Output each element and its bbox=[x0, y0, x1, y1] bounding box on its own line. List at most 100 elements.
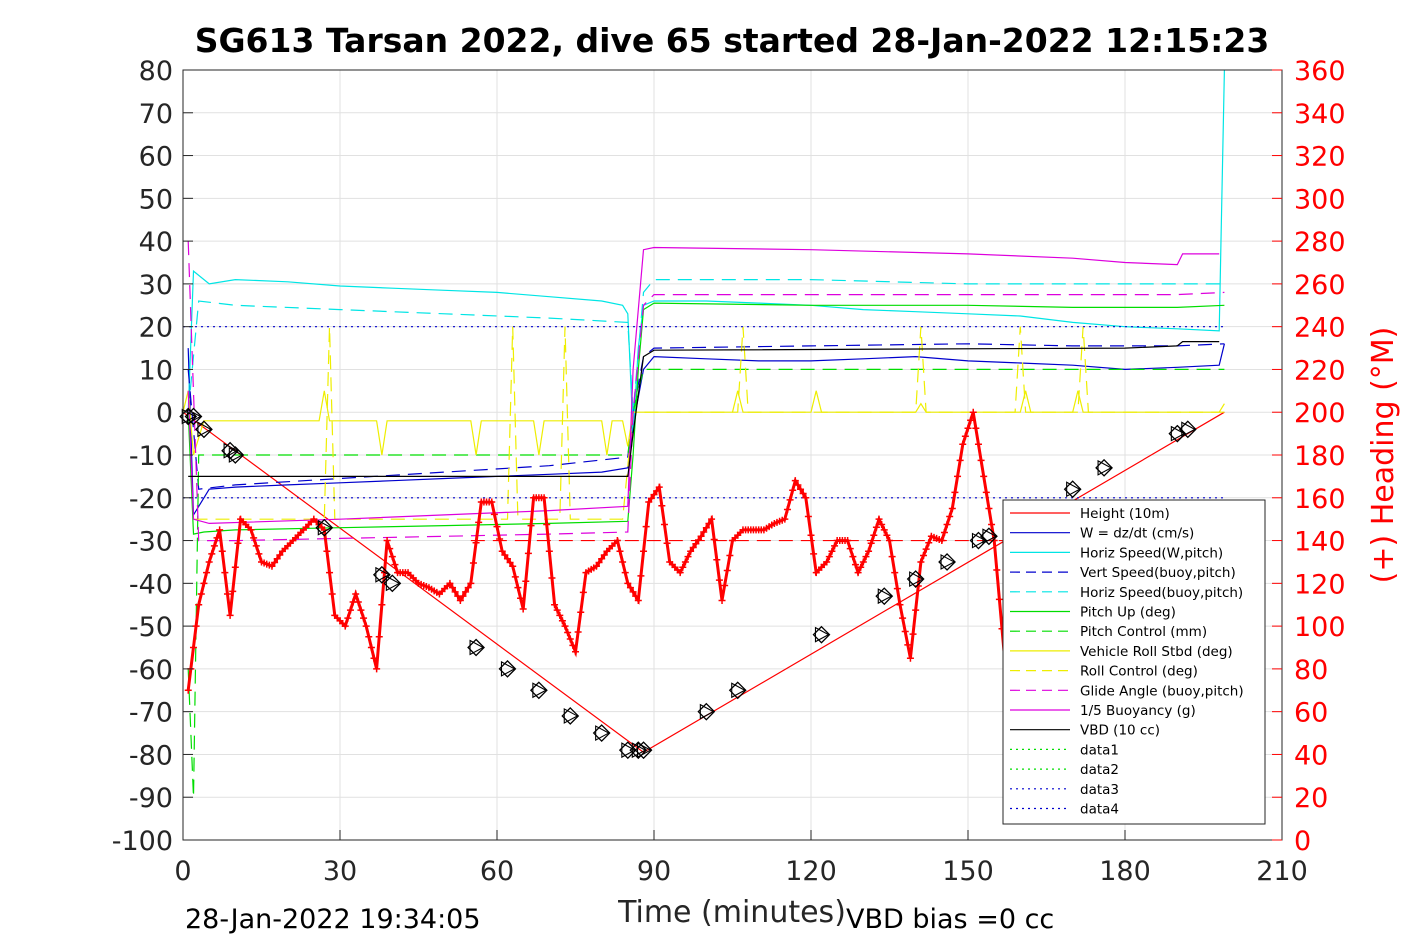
dive-marker bbox=[592, 724, 611, 742]
y-tick-label: 80 bbox=[139, 56, 173, 87]
heading-point bbox=[964, 424, 972, 432]
dive-marker bbox=[498, 659, 517, 678]
heading-point bbox=[995, 595, 1003, 603]
heading-point bbox=[870, 531, 878, 539]
heading-point bbox=[689, 544, 697, 552]
heading-point bbox=[273, 555, 281, 563]
heading-point bbox=[210, 542, 218, 550]
heading-point bbox=[723, 567, 731, 574]
right-tick-label: 260 bbox=[1294, 270, 1346, 301]
heading-point bbox=[967, 416, 975, 424]
y-tick-label: 10 bbox=[139, 355, 173, 386]
heading-point bbox=[700, 528, 708, 536]
legend-box bbox=[1002, 499, 1266, 825]
heading-point bbox=[794, 481, 802, 489]
heading-point bbox=[865, 547, 873, 555]
heading-point bbox=[462, 588, 470, 596]
dive-marker-triangle bbox=[1097, 459, 1113, 476]
y-tick-label: 50 bbox=[139, 184, 173, 215]
heading-point bbox=[556, 611, 564, 619]
dive-marker bbox=[184, 407, 203, 426]
legend-label: 1/5 Buoyancy (g) bbox=[1080, 703, 1196, 719]
heading-point bbox=[901, 627, 909, 635]
y-tick-label: -10 bbox=[129, 441, 173, 472]
heading-point bbox=[650, 491, 658, 499]
heading-point bbox=[234, 539, 242, 547]
chart-title: SG613 Tarsan 2022, dive 65 started 28-Ja… bbox=[195, 21, 1270, 60]
x-tick-label: 0 bbox=[174, 856, 191, 887]
series-line bbox=[182, 390, 1225, 456]
right-tick-label: 140 bbox=[1294, 527, 1346, 558]
heading-point bbox=[223, 590, 231, 598]
dive-marker-triangle bbox=[877, 588, 893, 605]
heading-point bbox=[684, 553, 692, 561]
heading-point bbox=[268, 562, 276, 570]
heading-point bbox=[624, 579, 632, 587]
right-tick-label: 220 bbox=[1294, 355, 1346, 386]
heading-point bbox=[828, 547, 836, 555]
heading-point bbox=[323, 547, 331, 555]
heading-point bbox=[558, 617, 566, 625]
dive-marker-triangle bbox=[223, 442, 239, 459]
heading-point bbox=[810, 550, 818, 558]
heading-point bbox=[959, 440, 967, 448]
right-tick-label: 180 bbox=[1294, 441, 1346, 472]
heading-point bbox=[718, 596, 726, 604]
heading-point bbox=[781, 515, 789, 523]
dive-marker-triangle bbox=[1181, 421, 1196, 438]
heading-point bbox=[886, 537, 893, 545]
heading-point bbox=[920, 552, 928, 560]
heading-point bbox=[506, 558, 514, 566]
x-tick-label: 60 bbox=[480, 856, 514, 887]
heading-point bbox=[475, 518, 483, 526]
heading-point bbox=[362, 622, 370, 630]
heading-point bbox=[346, 606, 354, 614]
heading-point bbox=[205, 558, 213, 566]
heading-point bbox=[621, 569, 629, 577]
x-tick-label: 210 bbox=[1256, 856, 1308, 887]
dive-marker-triangle bbox=[500, 660, 516, 677]
heading-point bbox=[216, 526, 224, 534]
heading-point bbox=[904, 641, 912, 649]
legend-label: Pitch Control (mm) bbox=[1080, 624, 1207, 640]
y-tick-label: 20 bbox=[139, 313, 173, 344]
heading-point bbox=[226, 611, 234, 619]
heading-point bbox=[956, 456, 964, 464]
y-tick-label: -80 bbox=[129, 740, 173, 771]
dive-marker-triangle bbox=[940, 554, 956, 570]
right-tick-label: 160 bbox=[1294, 484, 1346, 515]
heading-point bbox=[488, 498, 496, 506]
legend-label: W = dz/dt (cm/s) bbox=[1080, 526, 1194, 542]
heading-point bbox=[878, 521, 886, 529]
dive-marker bbox=[1095, 458, 1113, 477]
y-tick-label: -20 bbox=[129, 484, 173, 515]
heading-point bbox=[449, 584, 457, 592]
heading-point bbox=[598, 555, 606, 563]
right-tick-label: 360 bbox=[1294, 56, 1346, 87]
heading-point bbox=[954, 472, 962, 480]
dive-marker-triangle bbox=[731, 682, 746, 699]
dive-marker bbox=[697, 702, 716, 721]
heading-point bbox=[250, 534, 258, 542]
right-tick-label: 280 bbox=[1294, 227, 1346, 258]
dive-marker bbox=[906, 570, 925, 588]
dive-marker-triangle bbox=[228, 447, 244, 463]
right-tick-label: 300 bbox=[1294, 184, 1346, 215]
heading-point bbox=[197, 590, 205, 598]
heading-point bbox=[893, 585, 901, 593]
heading-point bbox=[938, 537, 946, 545]
footer-timestamp: 28-Jan-2022 19:34:05 bbox=[185, 904, 481, 935]
dive-marker bbox=[812, 625, 831, 644]
series-line bbox=[188, 341, 1220, 477]
heading-point bbox=[344, 614, 352, 622]
heading-point bbox=[451, 588, 459, 596]
x-tick-label: 30 bbox=[323, 856, 357, 887]
dive-marker-triangle bbox=[317, 519, 333, 536]
heading-point bbox=[645, 498, 653, 506]
heading-point bbox=[653, 487, 661, 495]
x-axis-ticks: 0 30 60 90 120 150 180 210 bbox=[174, 830, 1308, 887]
dive-marker bbox=[372, 565, 391, 584]
heading-point bbox=[977, 456, 985, 464]
heading-point bbox=[862, 553, 870, 561]
